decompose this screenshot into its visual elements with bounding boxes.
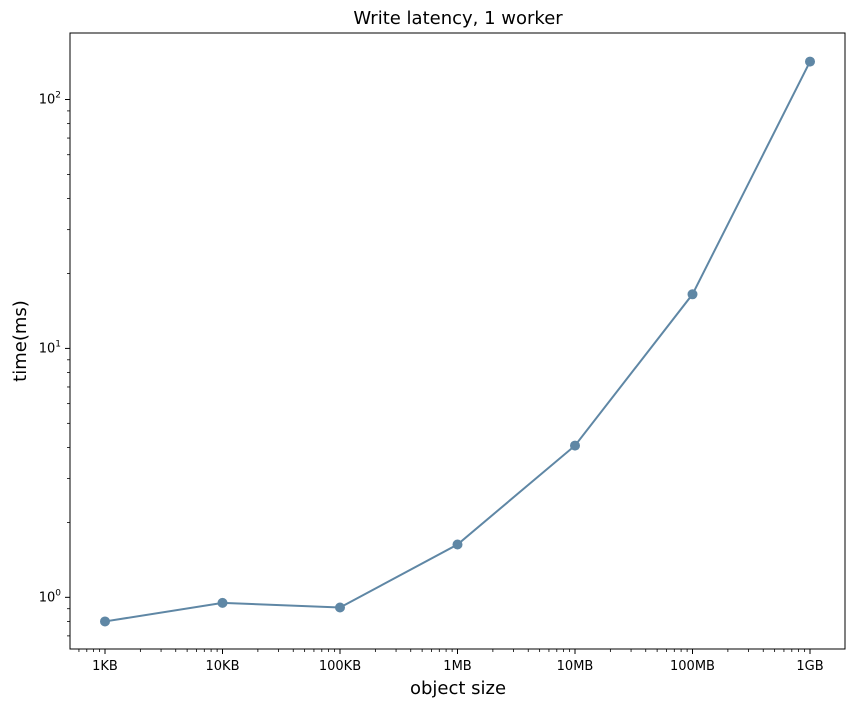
data-point (687, 289, 698, 300)
data-point (217, 597, 228, 608)
x-tick-label: 10KB (206, 659, 240, 674)
data-point (335, 602, 345, 613)
x-axis-label: object size (410, 678, 506, 699)
chart-title: Write latency, 1 worker (353, 8, 563, 29)
y-tick-label: 102 (39, 91, 61, 108)
x-tick-label: 1KB (92, 659, 118, 674)
data-point (452, 539, 463, 550)
x-tick-label: 10MB (557, 659, 594, 674)
x-tick-label: 100KB (319, 659, 361, 674)
data-point (100, 616, 110, 627)
y-tick-label: 100 (39, 588, 62, 605)
y-tick-label: 101 (39, 339, 61, 356)
x-tick-label: 1GB (796, 659, 823, 674)
x-tick-label: 100MB (670, 659, 715, 674)
series-line (100, 56, 815, 627)
x-axis: 1KB 10KB 100KB 1MB 10MB 100MB 1GB (78, 649, 824, 674)
y-axis-label: time(ms) (10, 300, 31, 382)
y-axis: 100 101 102 (39, 91, 70, 637)
data-point (570, 440, 580, 451)
x-tick-label: 1MB (443, 659, 471, 674)
plot-area (69, 32, 846, 650)
data-point (805, 56, 815, 67)
